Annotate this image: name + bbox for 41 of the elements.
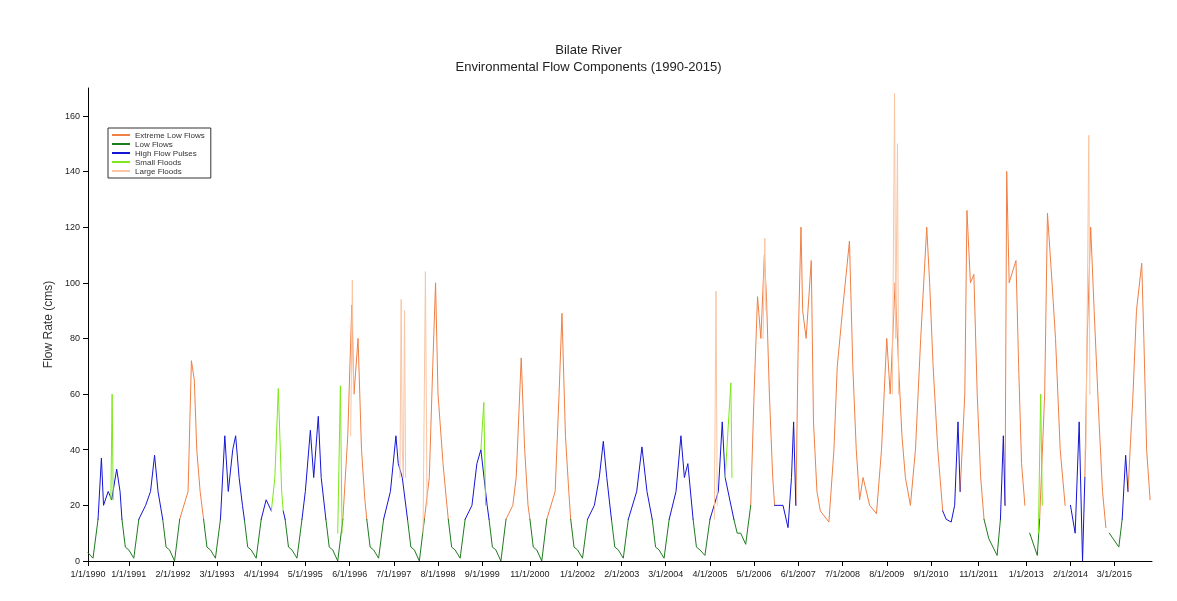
x-tick-label: 1/1/1991	[111, 568, 147, 579]
x-tick-label: 5/1/2006	[736, 568, 772, 579]
y-tick-label: 0	[74, 556, 80, 566]
x-tick-label: 2/1/1992	[155, 568, 191, 579]
x-tick-label: 3/1/1993	[199, 568, 235, 579]
y-tick-label: 140	[64, 166, 80, 177]
legend-label: Large Floods	[135, 166, 182, 176]
x-tick-label: 1/1/1990	[70, 568, 106, 579]
x-tick-label: 1/1/2002	[559, 568, 596, 579]
x-tick-label: 4/1/1994	[243, 568, 279, 579]
y-tick-label: 120	[64, 222, 80, 233]
x-tick-label: 2/1/2003	[604, 568, 640, 579]
x-tick-label: 6/1/2007	[780, 568, 816, 579]
x-tick-label: 2/1/2014	[1052, 568, 1088, 579]
x-tick-label: 5/1/1995	[287, 568, 323, 579]
y-tick-label: 100	[64, 277, 80, 288]
x-tick-label: 4/1/2005	[692, 568, 728, 579]
y-tick-label: 160	[64, 110, 80, 121]
x-tick-label: 7/1/2008	[825, 568, 861, 579]
x-tick-label: 1/1/2013	[1008, 568, 1044, 579]
y-axis-title: Flow Rate (cms)	[41, 280, 56, 369]
chart-title: Bilate River	[555, 42, 623, 57]
x-tick-label: 11/1/2011	[959, 568, 998, 579]
y-tick-label: 40	[69, 444, 80, 455]
legend-label: Low Flows	[135, 139, 173, 149]
x-tick-label: 11/1/2000	[510, 568, 550, 579]
y-tick-label: 80	[69, 333, 80, 344]
y-tick-label: 20	[69, 500, 80, 511]
x-tick-label: 9/1/2010	[913, 568, 949, 579]
x-tick-label: 8/1/1998	[420, 568, 456, 579]
chart-subtitle: Environmental Flow Components (1990-2015)	[455, 59, 722, 74]
x-tick-label: 8/1/2009	[869, 568, 905, 579]
x-tick-label: 6/1/1996	[332, 568, 368, 579]
x-tick-label: 3/1/2004	[648, 568, 684, 579]
legend-label: Small Floods	[135, 157, 182, 167]
legend-label: High Flow Pulses	[135, 148, 197, 158]
y-tick-label: 60	[69, 389, 80, 400]
x-tick-label: 9/1/1999	[464, 568, 500, 579]
legend-label: Extreme Low Flows	[135, 130, 205, 140]
x-tick-label: 3/1/2015	[1096, 568, 1132, 579]
x-tick-label: 7/1/1997	[376, 568, 412, 579]
